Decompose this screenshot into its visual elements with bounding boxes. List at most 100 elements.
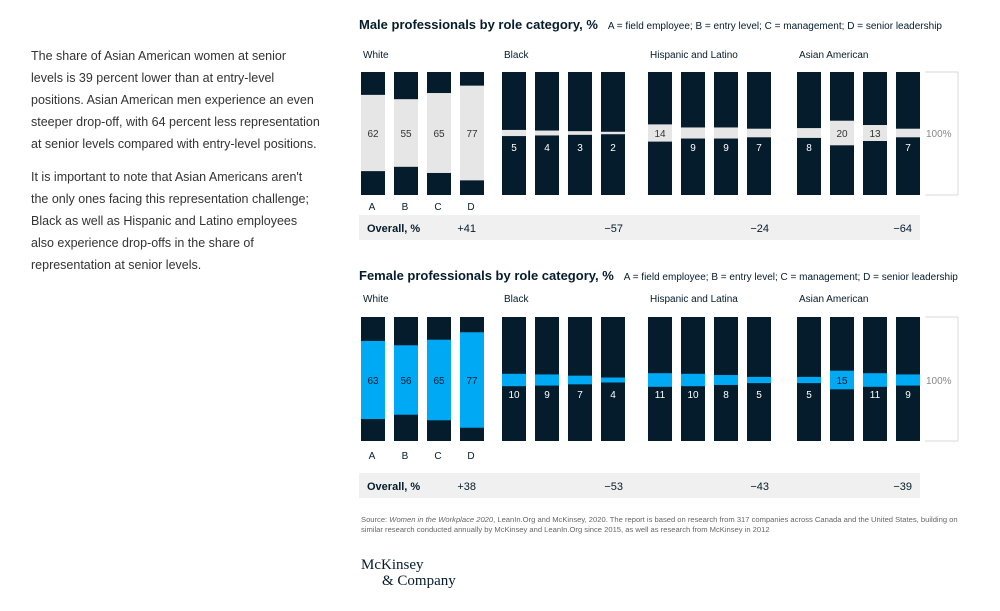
intro-paragraph-1: The share of Asian American women at sen… bbox=[31, 49, 320, 151]
male-bar-hispanic-and-latino-C bbox=[714, 127, 738, 139]
male-scale-label: 100% bbox=[926, 129, 952, 140]
male-overall-value-black: −57 bbox=[604, 223, 623, 235]
male-bar-black-D bbox=[601, 131, 625, 135]
male-overall-value-asian-american: −64 bbox=[893, 223, 912, 235]
male-bar-white-D bbox=[460, 85, 484, 181]
female-value-label-black-B: 9 bbox=[544, 390, 550, 401]
male-value-label-black-D: 2 bbox=[610, 143, 616, 154]
male-chart-title: Male professionals by role category, % bbox=[359, 17, 598, 32]
male-value-label-white-B: 55 bbox=[400, 129, 412, 140]
female-value-label-black-A: 10 bbox=[508, 390, 520, 401]
female-value-label-asian-american-B: 15 bbox=[836, 376, 848, 387]
female-overall-value-asian-american: −39 bbox=[893, 481, 912, 493]
female-value-label-hispanic-and-latina-D: 5 bbox=[756, 390, 762, 401]
male-value-label-white-D: 77 bbox=[466, 129, 478, 140]
male-value-label-asian-american-C: 13 bbox=[869, 129, 881, 140]
male-overall-label: Overall, % bbox=[367, 223, 420, 235]
female-group-label-black: Black bbox=[504, 294, 529, 305]
female-bar-black-A bbox=[502, 373, 526, 387]
male-value-label-white-C: 65 bbox=[433, 129, 445, 140]
female-category-label-B: B bbox=[402, 451, 409, 462]
female-value-label-asian-american-A: 5 bbox=[806, 390, 812, 401]
male-bar-black-A bbox=[502, 129, 526, 137]
male-bar-asian-american-B bbox=[830, 120, 854, 146]
male-bar-white-A bbox=[361, 94, 385, 172]
female-bar-asian-american-D bbox=[896, 374, 920, 386]
male-bar-white-C bbox=[427, 93, 451, 173]
male-category-label-A: A bbox=[369, 202, 376, 213]
female-bar-hispanic-and-latina-D bbox=[747, 376, 771, 384]
female-value-label-asian-american-D: 9 bbox=[905, 390, 911, 401]
male-overall-value-white: +41 bbox=[457, 223, 476, 235]
male-group-label-asian-american: Asian American bbox=[799, 50, 868, 61]
male-group-label-white: White bbox=[363, 50, 389, 61]
female-value-label-black-D: 4 bbox=[610, 390, 616, 401]
female-group-label-asian-american: Asian American bbox=[799, 294, 868, 305]
female-bar-white-C bbox=[427, 339, 451, 421]
female-bar-hispanic-and-latina-C bbox=[714, 375, 738, 385]
male-bar-black-B bbox=[535, 130, 559, 136]
male-chart-legend: A = field employee; B = entry level; C =… bbox=[608, 21, 943, 32]
male-category-label-C: C bbox=[434, 202, 441, 213]
female-value-label-hispanic-and-latina-B: 10 bbox=[687, 390, 699, 401]
intro-text: The share of Asian American women at sen… bbox=[31, 45, 321, 287]
male-group-label-hispanic-and-latino: Hispanic and Latino bbox=[650, 50, 738, 61]
male-bar-asian-american-D bbox=[896, 128, 920, 138]
female-category-label-A: A bbox=[369, 451, 376, 462]
logo-line-2: & Company bbox=[382, 573, 456, 589]
male-bar-white-B bbox=[394, 99, 418, 167]
female-value-label-white-D: 77 bbox=[466, 376, 478, 387]
source-prefix: Source: bbox=[361, 515, 390, 524]
female-value-label-white-A: 63 bbox=[367, 376, 379, 387]
female-value-label-white-B: 56 bbox=[400, 376, 412, 387]
male-bar-black-C bbox=[568, 131, 592, 135]
male-value-label-hispanic-and-latino-D: 7 bbox=[756, 143, 762, 154]
male-value-label-asian-american-B: 20 bbox=[836, 129, 848, 140]
logo-line-1: McKinsey bbox=[361, 557, 424, 573]
male-value-label-black-B: 4 bbox=[544, 143, 550, 154]
male-bar-hispanic-and-latino-D bbox=[747, 128, 771, 138]
female-group-label-hispanic-and-latina: Hispanic and Latina bbox=[650, 294, 738, 305]
male-value-label-black-C: 3 bbox=[577, 143, 583, 154]
female-bar-black-D bbox=[601, 377, 625, 383]
male-value-label-black-A: 5 bbox=[511, 143, 517, 154]
female-overall-value-black: −53 bbox=[604, 481, 623, 493]
male-overall-value-hispanic-and-latino: −24 bbox=[750, 223, 769, 235]
male-category-label-D: D bbox=[467, 202, 474, 213]
male-category-label-B: B bbox=[402, 202, 409, 213]
male-value-label-hispanic-and-latino-B: 9 bbox=[690, 143, 696, 154]
male-bar-hispanic-and-latino-A bbox=[648, 124, 672, 142]
male-value-label-white-A: 62 bbox=[367, 129, 379, 140]
source-note: Source: Women in the Workplace 2020, Lea… bbox=[361, 515, 961, 535]
mckinsey-logo: McKinsey & Company bbox=[361, 557, 456, 589]
female-overall-value-white: +38 bbox=[457, 481, 476, 493]
female-overall-value-hispanic-and-latina: −43 bbox=[750, 481, 769, 493]
female-bar-black-B bbox=[535, 374, 559, 386]
female-bar-hispanic-and-latina-B bbox=[681, 373, 705, 387]
female-group-label-white: White bbox=[363, 294, 389, 305]
intro-paragraph-2: It is important to note that Asian Ameri… bbox=[31, 170, 309, 272]
female-bar-asian-american-B bbox=[830, 370, 854, 390]
female-scale-label: 100% bbox=[926, 376, 952, 387]
female-overall-row bbox=[359, 473, 920, 498]
source-rest: , LeanIn.Org and McKinsey, 2020. The rep… bbox=[361, 515, 958, 534]
female-chart-legend: A = field employee; B = entry level; C =… bbox=[624, 272, 959, 283]
female-value-label-hispanic-and-latina-C: 8 bbox=[723, 390, 729, 401]
female-value-label-black-C: 7 bbox=[577, 390, 583, 401]
male-value-label-hispanic-and-latino-A: 14 bbox=[654, 129, 666, 140]
female-bar-white-A bbox=[361, 340, 385, 420]
female-value-label-asian-american-C: 11 bbox=[870, 390, 881, 401]
female-bar-hispanic-and-latina-A bbox=[648, 373, 672, 387]
female-category-label-C: C bbox=[434, 451, 441, 462]
male-bar-asian-american-C bbox=[863, 125, 887, 141]
female-value-label-hispanic-and-latina-A: 11 bbox=[655, 390, 666, 401]
female-overall-label: Overall, % bbox=[367, 481, 420, 493]
male-value-label-hispanic-and-latino-C: 9 bbox=[723, 143, 729, 154]
male-bar-hispanic-and-latino-B bbox=[681, 127, 705, 139]
female-category-label-D: D bbox=[467, 451, 474, 462]
male-overall-row bbox=[359, 215, 920, 240]
female-bar-white-B bbox=[394, 345, 418, 415]
male-value-label-asian-american-D: 7 bbox=[905, 143, 911, 154]
male-value-label-asian-american-A: 8 bbox=[806, 143, 812, 154]
